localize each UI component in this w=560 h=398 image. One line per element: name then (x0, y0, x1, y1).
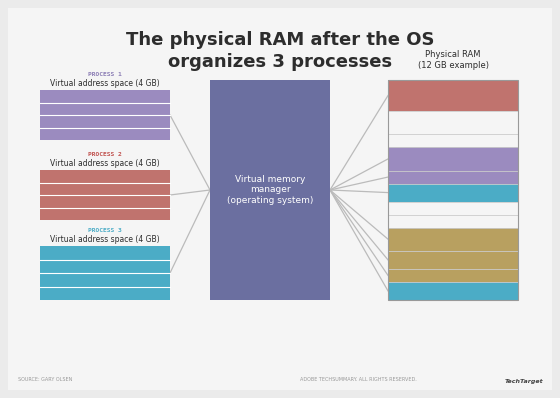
Text: ADOBE TECHSUMMARY. ALL RIGHTS RESERVED.: ADOBE TECHSUMMARY. ALL RIGHTS RESERVED. (300, 377, 417, 382)
Text: Virtual address space (4 GB): Virtual address space (4 GB) (50, 80, 160, 88)
Text: TechTarget: TechTarget (505, 379, 543, 384)
Bar (388, 251, 518, 269)
Bar (210, 80, 330, 300)
Bar (40, 90, 170, 140)
Text: PROCESS 2: PROCESS 2 (88, 152, 122, 156)
Text: Virtual memory
manager
(operating system): Virtual memory manager (operating system… (227, 175, 313, 205)
Text: PROCESS 3: PROCESS 3 (88, 228, 122, 232)
Text: Physical RAM
(12 GB example): Physical RAM (12 GB example) (418, 50, 488, 70)
Bar (388, 202, 518, 215)
Text: organizes 3 processes: organizes 3 processes (168, 53, 392, 71)
Bar (388, 135, 518, 147)
Text: Virtual address space (4 GB): Virtual address space (4 GB) (50, 236, 160, 244)
FancyBboxPatch shape (8, 8, 552, 390)
Text: PROCESS 1: PROCESS 1 (88, 72, 122, 76)
Bar (388, 215, 518, 228)
Bar (388, 111, 518, 135)
Bar (388, 228, 518, 251)
Text: The physical RAM after the OS: The physical RAM after the OS (126, 31, 434, 49)
Bar (388, 183, 518, 202)
Bar (388, 80, 518, 111)
Bar (388, 147, 518, 171)
Bar (40, 246, 170, 300)
Bar (388, 80, 518, 300)
Bar (388, 282, 518, 300)
Bar (40, 170, 170, 220)
Text: SOURCE: GARY OLSEN: SOURCE: GARY OLSEN (18, 377, 72, 382)
Text: Virtual address space (4 GB): Virtual address space (4 GB) (50, 160, 160, 168)
Bar (388, 171, 518, 183)
Bar (388, 269, 518, 282)
